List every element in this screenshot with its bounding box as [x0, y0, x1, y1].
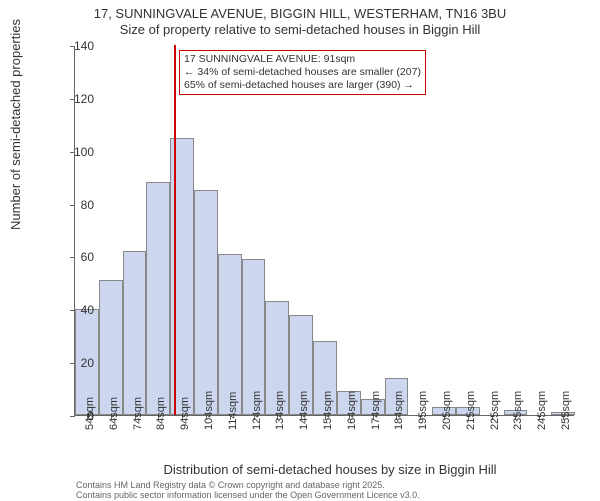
- chart-title-line1: 17, SUNNINGVALE AVENUE, BIGGIN HILL, WES…: [0, 6, 600, 21]
- chart-title-line2: Size of property relative to semi-detach…: [0, 22, 600, 37]
- attribution-text: Contains HM Land Registry data © Crown c…: [76, 481, 420, 501]
- histogram-bar: [146, 182, 170, 415]
- y-tick-label: 120: [54, 92, 94, 106]
- chart-title-block: 17, SUNNINGVALE AVENUE, BIGGIN HILL, WES…: [0, 0, 600, 37]
- histogram-bar: [123, 251, 147, 415]
- histogram-bar: [99, 280, 123, 415]
- plot-area: 17 SUNNINGVALE AVENUE: 91sqm← 34% of sem…: [74, 46, 574, 416]
- marker-line: [174, 45, 176, 415]
- y-tick-label: 100: [54, 145, 94, 159]
- chart-area: 17 SUNNINGVALE AVENUE: 91sqm← 34% of sem…: [74, 46, 574, 416]
- histogram-bar: [194, 190, 218, 415]
- annotation-line2: ← 34% of semi-detached houses are smalle…: [184, 66, 421, 79]
- y-tick-label: 80: [54, 198, 94, 212]
- annotation-box: 17 SUNNINGVALE AVENUE: 91sqm← 34% of sem…: [179, 50, 426, 95]
- y-tick-label: 20: [54, 356, 94, 370]
- x-axis-title: Distribution of semi-detached houses by …: [30, 462, 600, 477]
- y-axis-title: Number of semi-detached properties: [8, 19, 23, 230]
- histogram-bar: [218, 254, 242, 415]
- attribution-line2: Contains public sector information licen…: [76, 491, 420, 501]
- annotation-line1: 17 SUNNINGVALE AVENUE: 91sqm: [184, 53, 421, 66]
- annotation-line3: 65% of semi-detached houses are larger (…: [184, 79, 421, 92]
- y-tick-label: 40: [54, 303, 94, 317]
- y-tick-label: 60: [54, 250, 94, 264]
- y-tick-label: 140: [54, 39, 94, 53]
